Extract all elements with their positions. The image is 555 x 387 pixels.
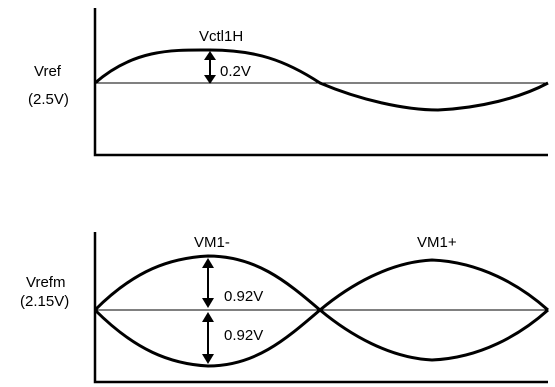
bottom-right-lobe-label: VM1+ — [417, 234, 457, 251]
bottom-upper-amplitude-label: 0.92V — [224, 288, 263, 305]
bottom-ref-value: (2.15V) — [20, 293, 69, 310]
top-ref-value: (2.5V) — [28, 91, 69, 108]
top-axes — [93, 8, 548, 157]
bottom-wave-upper — [93, 254, 549, 312]
top-ref-label: Vref — [34, 63, 62, 80]
top-sine-wave — [94, 48, 549, 112]
bottom-left-lobe-label: VM1- — [194, 234, 230, 251]
top-panel: Vctl1H 0.2V Vref (2.5V) — [28, 8, 549, 157]
bottom-wave-lower — [93, 308, 549, 368]
bottom-panel: VM1- VM1+ 0.92V 0.92V Vrefm (2.15V) — [20, 232, 549, 384]
bottom-upper-amplitude-arrow — [202, 258, 214, 308]
bottom-lower-amplitude-label: 0.92V — [224, 327, 263, 344]
top-peak-label: Vctl1H — [199, 28, 243, 45]
top-amplitude-arrow — [204, 51, 216, 84]
bottom-lower-amplitude-arrow — [202, 312, 214, 364]
bottom-axes — [93, 232, 548, 384]
bottom-ref-label: Vrefm — [26, 274, 65, 291]
top-amplitude-label: 0.2V — [220, 63, 251, 80]
